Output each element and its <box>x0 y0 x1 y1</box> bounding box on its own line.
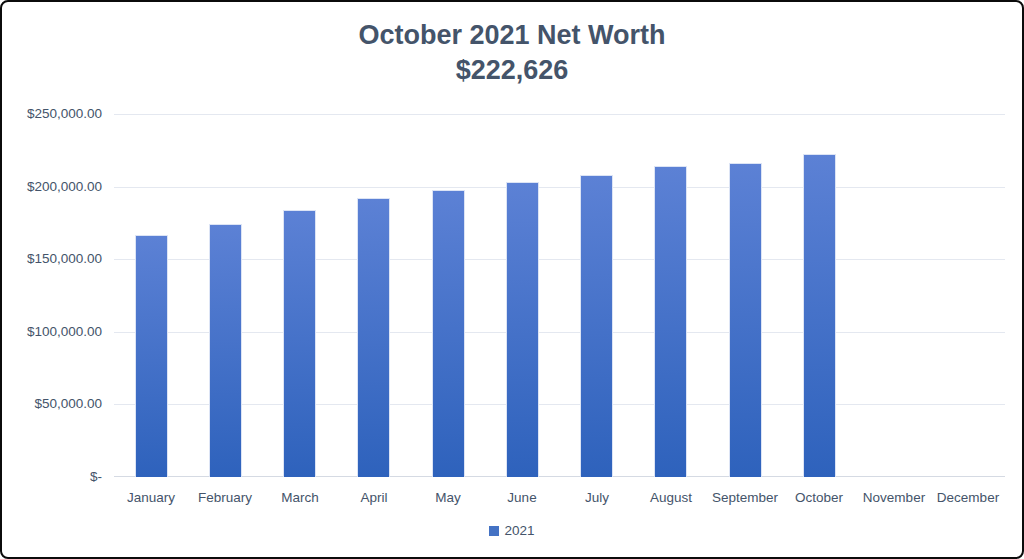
x-axis-line <box>114 476 1005 477</box>
bar-april <box>357 198 390 477</box>
bar-august <box>654 166 687 477</box>
x-axis-label-may: May <box>411 489 485 506</box>
gridline <box>114 259 1005 260</box>
gridline <box>114 187 1005 188</box>
chart-title: October 2021 Net Worth <box>2 18 1022 53</box>
x-axis-label-december: December <box>931 489 1005 506</box>
x-axis-label-february: February <box>188 489 262 506</box>
legend: 2021 <box>2 523 1022 538</box>
gridline <box>114 114 1005 115</box>
legend-marker-icon <box>489 526 499 536</box>
x-axis-label-june: June <box>485 489 559 506</box>
bar-september <box>729 163 762 477</box>
x-axis-label-july: July <box>560 489 634 506</box>
y-tick-label: $150,000.00 <box>2 251 102 267</box>
x-axis-label-november: November <box>857 489 931 506</box>
gridline <box>114 404 1005 405</box>
chart-subtitle: $222,626 <box>2 53 1022 88</box>
y-tick-label: $250,000.00 <box>2 106 102 122</box>
chart-frame: October 2021 Net Worth $222,626 $- $50,00… <box>0 0 1024 559</box>
bar-march <box>283 210 316 477</box>
y-tick-label: $- <box>2 469 102 485</box>
legend-label: 2021 <box>504 523 534 538</box>
gridline <box>114 332 1005 333</box>
bar-october <box>803 154 836 477</box>
bar-february <box>209 224 242 477</box>
bar-may <box>432 190 465 477</box>
x-axis-label-march: March <box>263 489 337 506</box>
bar-july <box>580 175 613 477</box>
x-axis-label-january: January <box>114 489 188 506</box>
x-axis-label-october: October <box>782 489 856 506</box>
bar-january <box>135 235 168 477</box>
x-axis-label-april: April <box>337 489 411 506</box>
y-tick-label: $50,000.00 <box>2 396 102 412</box>
chart-title-block: October 2021 Net Worth $222,626 <box>2 18 1022 88</box>
plot-area <box>114 114 1005 477</box>
y-tick-label: $200,000.00 <box>2 179 102 195</box>
y-tick-label: $100,000.00 <box>2 324 102 340</box>
x-axis-label-august: August <box>634 489 708 506</box>
x-axis-label-september: September <box>708 489 782 506</box>
bar-june <box>506 182 539 477</box>
